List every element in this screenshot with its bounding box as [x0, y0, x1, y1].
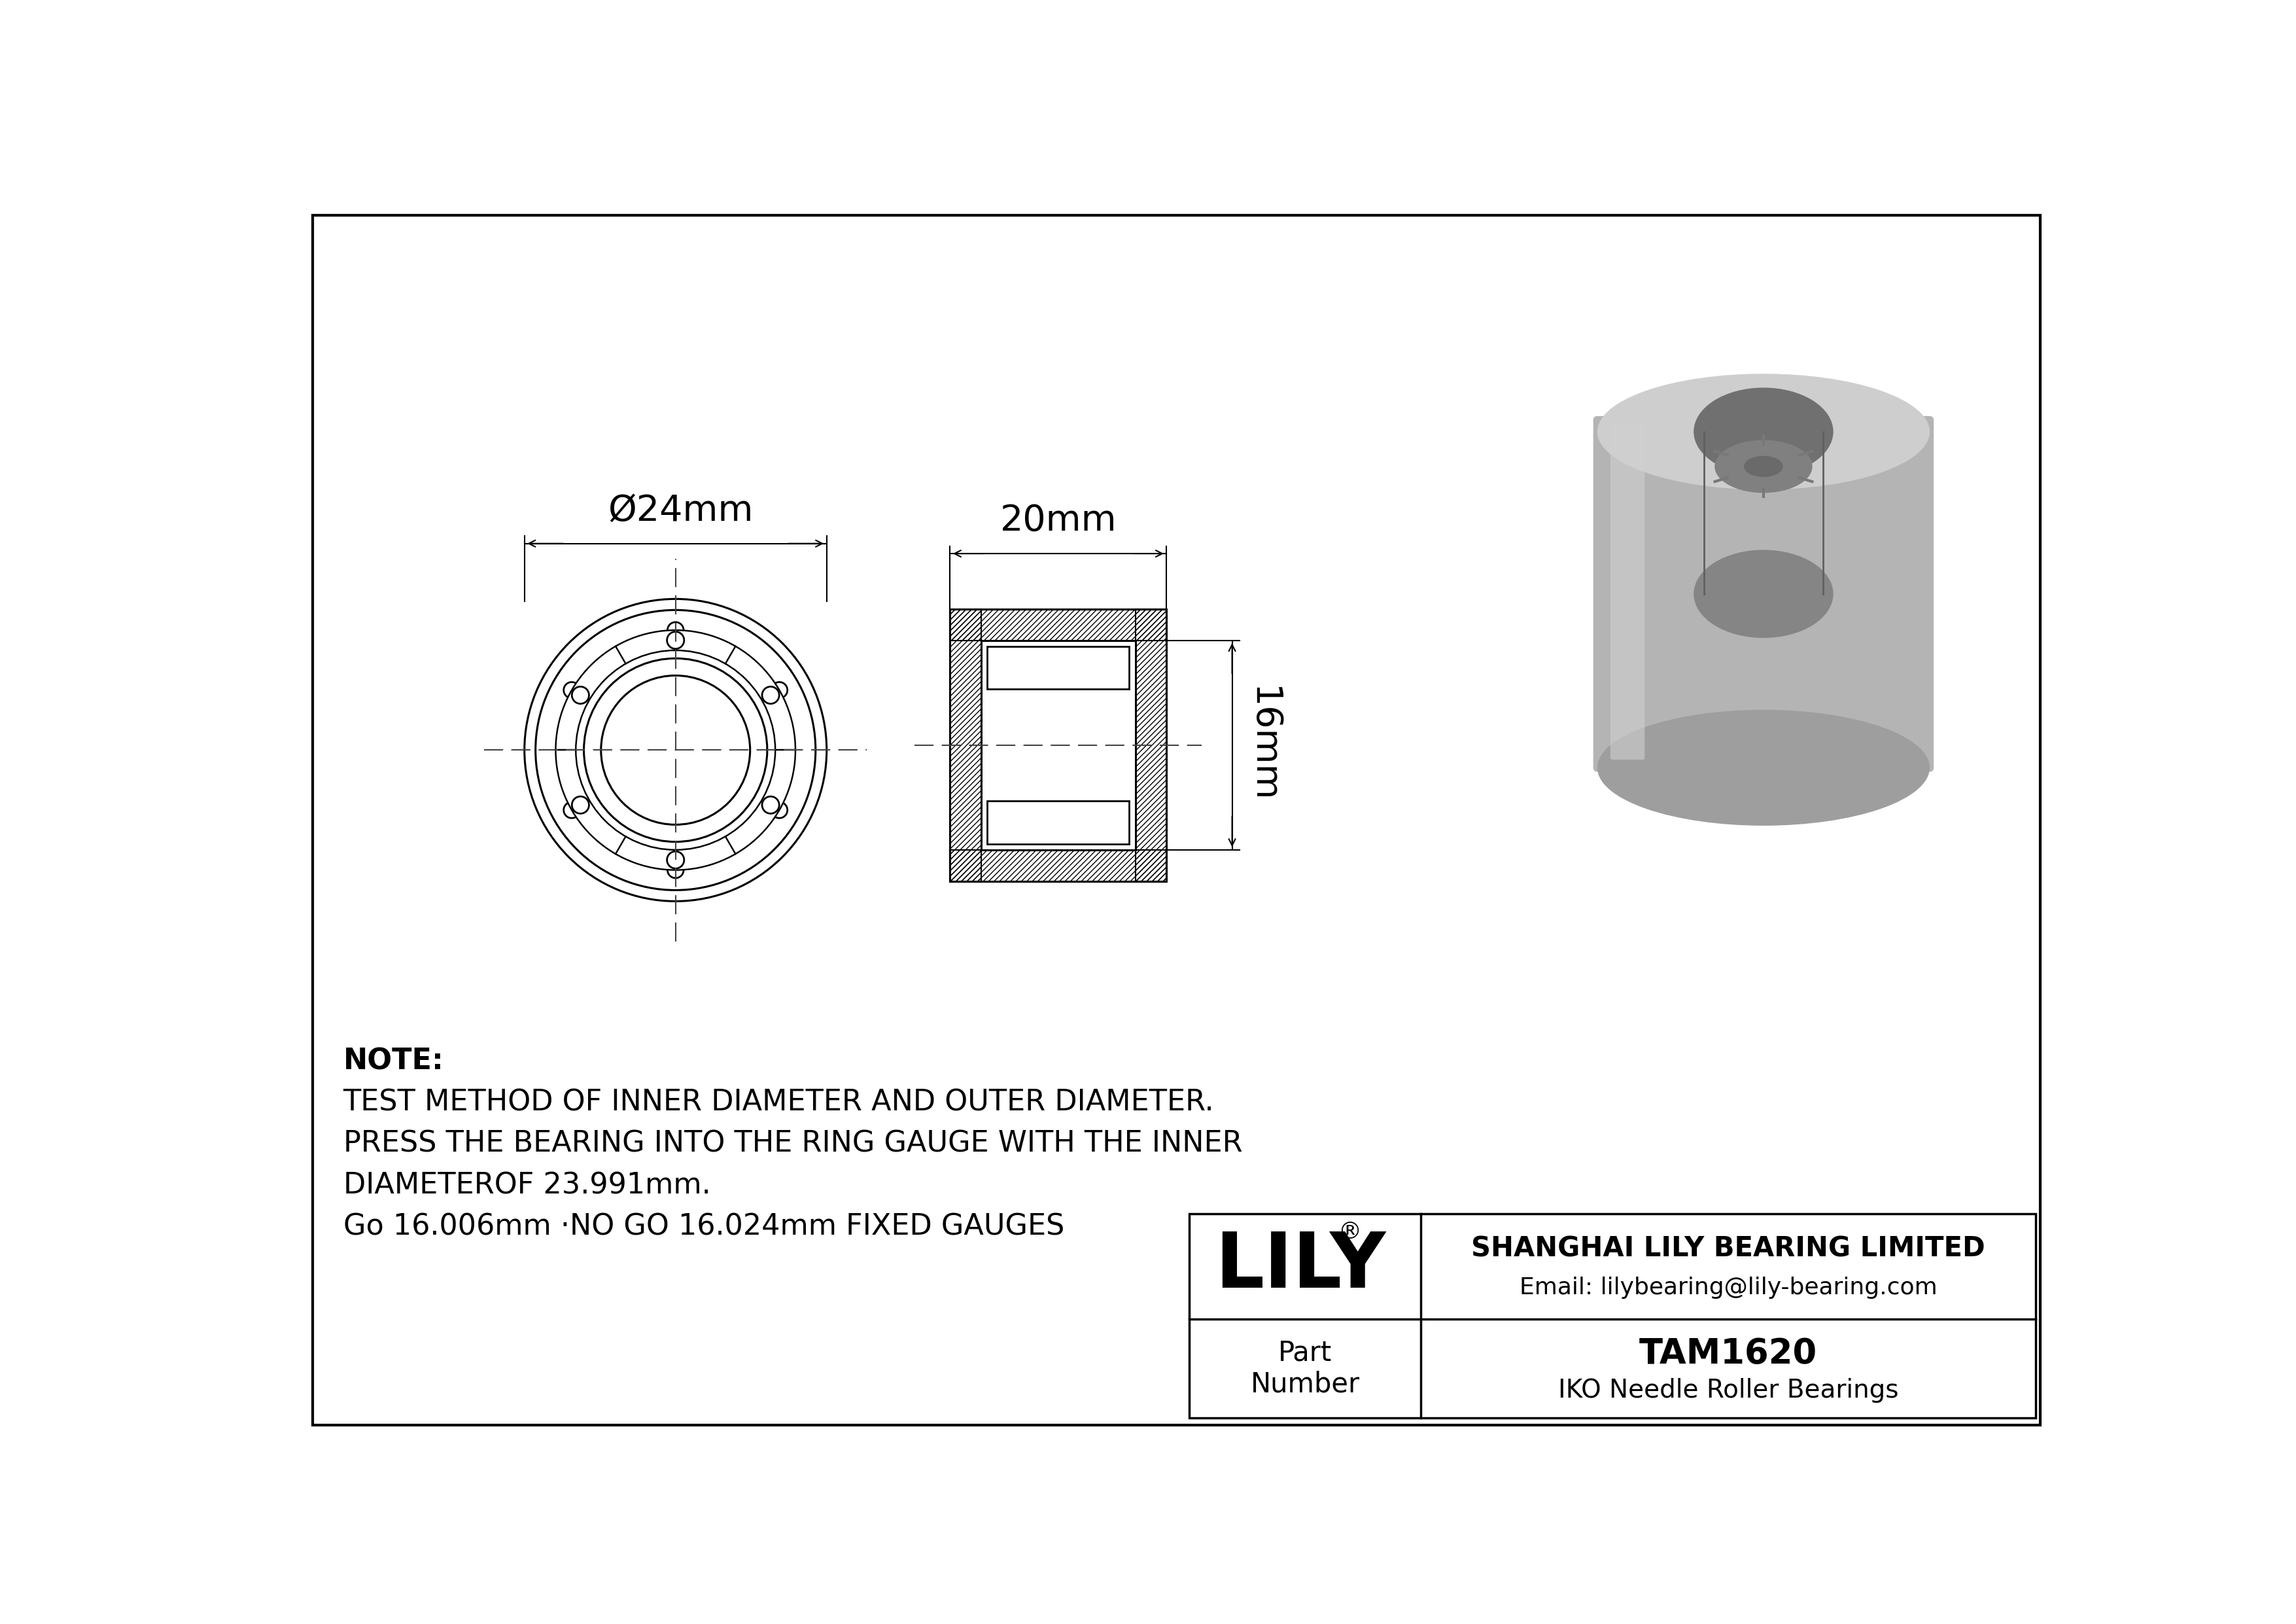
- Text: TAM1620: TAM1620: [1639, 1337, 1816, 1371]
- Ellipse shape: [1598, 710, 1929, 825]
- Text: SHANGHAI LILY BEARING LIMITED: SHANGHAI LILY BEARING LIMITED: [1472, 1234, 1986, 1262]
- Text: ®: ®: [1339, 1221, 1362, 1244]
- Bar: [1137, 609, 1166, 882]
- Text: DIAMETEROF 23.991mm.: DIAMETEROF 23.991mm.: [342, 1171, 709, 1200]
- Bar: [980, 640, 1137, 849]
- Text: Ø24mm: Ø24mm: [608, 494, 753, 528]
- Text: Email: lilybearing@lily-bearing.com: Email: lilybearing@lily-bearing.com: [1520, 1276, 1938, 1299]
- Text: Go 16.006mm ·NO GO 16.024mm FIXED GAUGES: Go 16.006mm ·NO GO 16.024mm FIXED GAUGES: [342, 1213, 1065, 1241]
- Text: TEST METHOD OF INNER DIAMETER AND OUTER DIAMETER.: TEST METHOD OF INNER DIAMETER AND OUTER …: [342, 1088, 1215, 1117]
- Text: PRESS THE BEARING INTO THE RING GAUGE WITH THE INNER: PRESS THE BEARING INTO THE RING GAUGE WI…: [342, 1130, 1242, 1158]
- Ellipse shape: [1715, 440, 1812, 492]
- Bar: [951, 609, 980, 882]
- Ellipse shape: [1745, 456, 1784, 477]
- Text: Part
Number: Part Number: [1251, 1338, 1359, 1398]
- Bar: [987, 801, 1130, 844]
- Bar: [1189, 1213, 2037, 1418]
- Text: IKO Needle Roller Bearings: IKO Needle Roller Bearings: [1559, 1377, 1899, 1403]
- Ellipse shape: [1694, 551, 1832, 638]
- Bar: [980, 640, 1137, 849]
- FancyBboxPatch shape: [1609, 424, 1644, 760]
- Ellipse shape: [1694, 388, 1832, 476]
- FancyBboxPatch shape: [1593, 416, 1933, 771]
- Bar: [951, 609, 1166, 640]
- Text: 20mm: 20mm: [1001, 503, 1116, 539]
- Text: 16mm: 16mm: [1244, 687, 1279, 804]
- Bar: [951, 609, 1166, 882]
- Bar: [987, 646, 1130, 689]
- Text: NOTE:: NOTE:: [342, 1047, 443, 1075]
- Ellipse shape: [1598, 374, 1929, 489]
- Text: LILY: LILY: [1215, 1229, 1384, 1304]
- Bar: [951, 849, 1166, 882]
